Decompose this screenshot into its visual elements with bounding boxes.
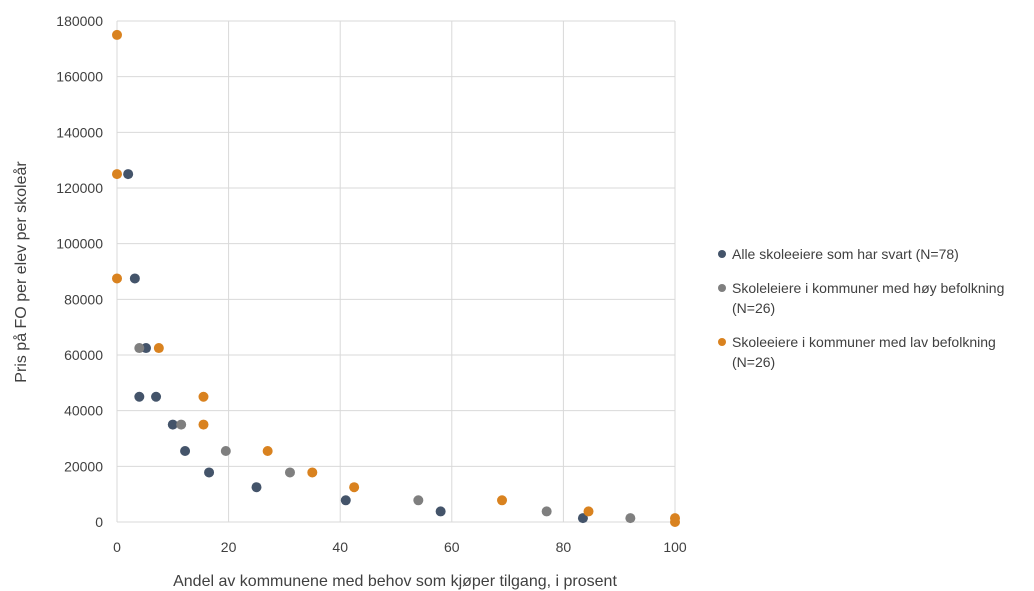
y-tick-label: 100000 [56, 236, 103, 252]
x-tick-label: 100 [663, 539, 687, 555]
y-tick-label: 120000 [56, 180, 103, 196]
x-tick-label: 40 [332, 539, 348, 555]
data-point [220, 446, 231, 457]
x-tick-label: 20 [221, 539, 237, 555]
data-point [583, 506, 594, 517]
data-point [435, 506, 446, 517]
x-tick-label: 0 [113, 539, 121, 555]
y-tick-label: 160000 [56, 69, 103, 85]
series-2 [134, 343, 636, 524]
series-3 [112, 29, 680, 527]
y-tick-label: 60000 [64, 347, 103, 363]
legend-marker-all [718, 250, 726, 258]
legend-item-low-pop: Skoleeiere i kommuner med lav befolkning… [718, 332, 1018, 372]
data-point [151, 391, 162, 402]
data-point [541, 506, 552, 517]
data-point [153, 343, 164, 354]
y-tick-label: 40000 [64, 403, 103, 419]
legend-label-low-pop: Skoleeiere i kommuner med lav befolkning… [732, 334, 996, 370]
x-tick-label: 60 [444, 539, 460, 555]
data-point [176, 419, 187, 430]
y-tick-label: 80000 [64, 291, 103, 307]
data-point [497, 495, 508, 506]
data-point [112, 29, 122, 40]
data-point [112, 273, 122, 284]
legend-marker-high-pop [718, 284, 726, 292]
data-point [284, 467, 295, 478]
data-point [123, 169, 134, 180]
y-tick-label: 180000 [56, 13, 103, 29]
y-tick-label: 0 [95, 514, 103, 530]
legend-label-all: Alle skoleeiere som har svart (N=78) [732, 246, 959, 262]
data-point [340, 495, 351, 506]
legend-label-high-pop: Skoleleiere i kommuner med høy befolknin… [732, 280, 1005, 316]
gridlines [116, 20, 676, 523]
data-point [198, 391, 209, 402]
data-point [625, 513, 636, 524]
data-points [112, 29, 680, 527]
data-point [670, 517, 680, 527]
data-point [129, 273, 140, 284]
data-point [413, 495, 424, 506]
legend: Alle skoleeiere som har svart (N=78) Sko… [718, 244, 1018, 386]
x-axis-title: Andel av kommunene med behov som kjøper … [173, 573, 617, 590]
series-1 [123, 169, 588, 524]
data-point [577, 513, 588, 524]
data-point [180, 446, 191, 457]
data-point [307, 467, 318, 478]
legend-item-high-pop: Skoleleiere i kommuner med høy befolknin… [718, 278, 1018, 318]
y-tick-label: 140000 [56, 124, 103, 140]
legend-marker-low-pop [718, 338, 726, 346]
y-axis: 0 20000 40000 60000 80000 100000 120000 140000 1… [56, 13, 103, 530]
data-point [167, 419, 178, 430]
x-tick-label: 80 [556, 539, 572, 555]
data-point [251, 482, 262, 493]
data-point [349, 482, 360, 493]
data-point [262, 446, 273, 457]
legend-item-all: Alle skoleeiere som har svart (N=78) [718, 244, 1018, 264]
x-axis: 0 20 40 60 80 100 [113, 539, 687, 555]
data-point [112, 169, 122, 180]
y-axis-title: Pris på FO per elev per skoleår [12, 161, 30, 383]
data-point [198, 419, 209, 430]
data-point [204, 467, 215, 478]
data-point [134, 343, 145, 354]
y-tick-label: 20000 [64, 458, 103, 474]
data-point [134, 391, 145, 402]
